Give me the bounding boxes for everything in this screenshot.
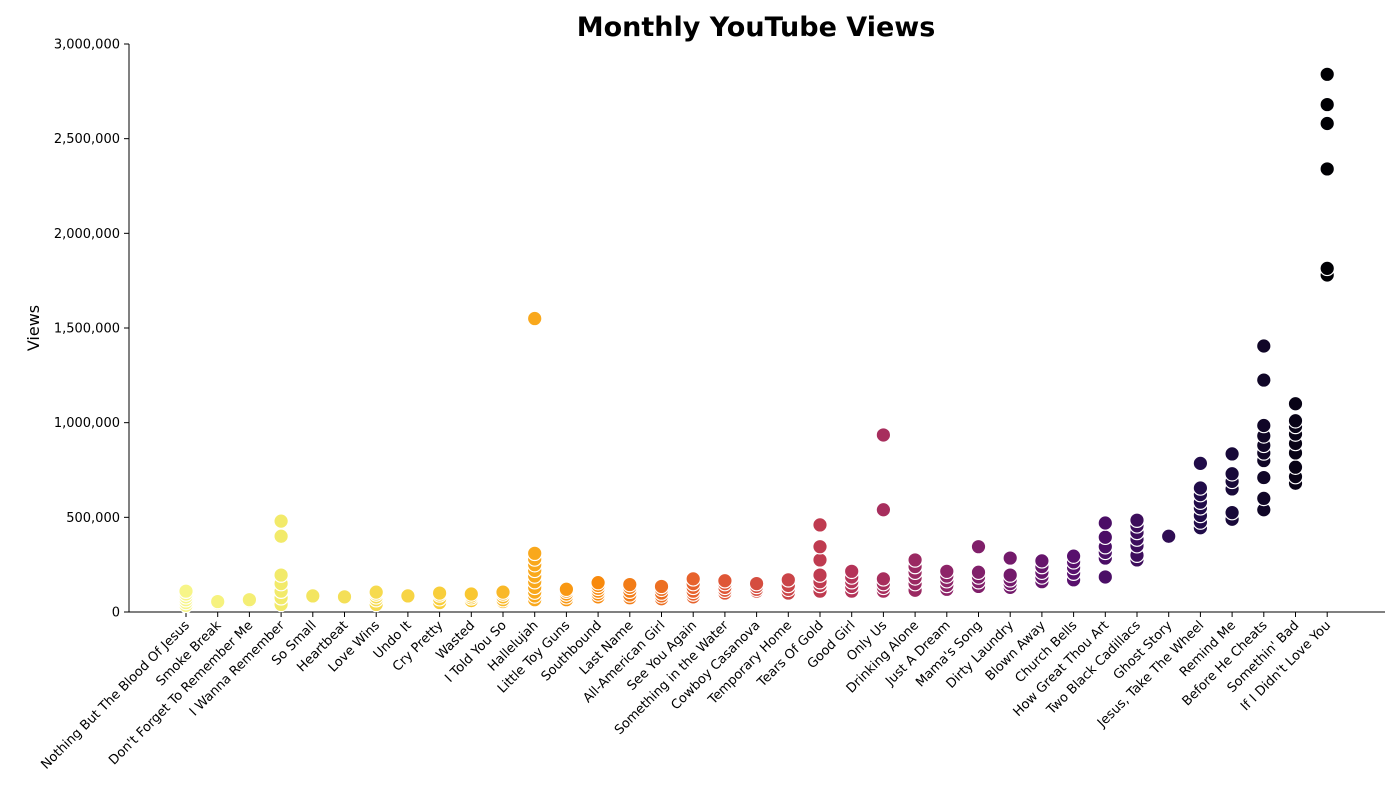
data-point [1034,553,1050,569]
data-point [368,584,384,600]
data-point [209,593,226,610]
data-point [304,588,321,604]
y-axis: 0 500,000 1,000,000 1,500,000 2,000,000 2,500… [54,38,130,621]
data-point [812,517,828,533]
data-point [241,591,258,608]
data-point [526,545,543,562]
data-point [1319,161,1335,177]
data-point [1065,548,1082,564]
y-tick-label: 0 [112,606,120,621]
x-tick-label: Don't Forget To Remember Me [106,618,256,768]
data-point [717,572,733,589]
data-point [685,571,701,587]
data-point [812,567,828,583]
data-point [336,589,353,605]
data-point [178,583,194,599]
data-point [1192,455,1209,472]
data-point [273,567,289,583]
data-point [843,563,860,580]
y-axis-label: Views [24,305,43,351]
data-point [273,513,289,529]
data-point [875,427,892,443]
data-point [748,575,765,592]
data-point [1256,490,1272,507]
data-point [907,552,923,568]
data-point [1097,515,1114,531]
chart-title: Monthly YouTube Views [577,12,936,43]
data-point [1287,395,1304,412]
data-point [590,574,606,591]
data-points [178,66,1335,614]
data-point [1097,569,1114,585]
data-point [1256,372,1272,388]
y-tick-label: 2,500,000 [54,132,120,147]
y-tick-label: 500,000 [66,511,120,526]
data-point [621,576,638,593]
data-point [1002,567,1018,583]
data-point [1256,338,1272,354]
data-point [653,578,670,595]
data-point [1319,260,1335,277]
data-point [812,538,828,555]
data-point [1097,529,1114,546]
y-tick-label: 1,000,000 [54,416,120,431]
data-point [970,538,987,555]
data-point [1192,480,1209,496]
data-point [1224,504,1240,521]
data-point [1319,66,1335,83]
data-point [495,584,511,600]
data-point [1319,115,1335,132]
data-point [273,528,289,545]
data-point [558,581,575,598]
y-tick-label: 1,500,000 [54,322,120,337]
data-point [938,563,955,580]
data-point [526,310,543,327]
data-point [1002,550,1018,566]
data-point [431,585,448,601]
data-point [812,552,828,568]
data-point [875,571,892,587]
data-point [1256,417,1272,434]
data-point [1160,528,1177,545]
data-point [1224,446,1240,462]
data-point [463,586,480,602]
data-point [1224,465,1240,482]
y-tick-label: 2,000,000 [54,227,120,242]
y-tick-label: 3,000,000 [54,38,120,53]
data-point [1256,469,1272,486]
data-point [1287,459,1304,475]
data-point [970,564,987,581]
data-point [1129,512,1145,528]
data-point [400,588,416,604]
data-point [780,572,797,588]
data-point [1287,412,1304,429]
data-point [875,501,892,518]
data-point [1319,96,1335,113]
